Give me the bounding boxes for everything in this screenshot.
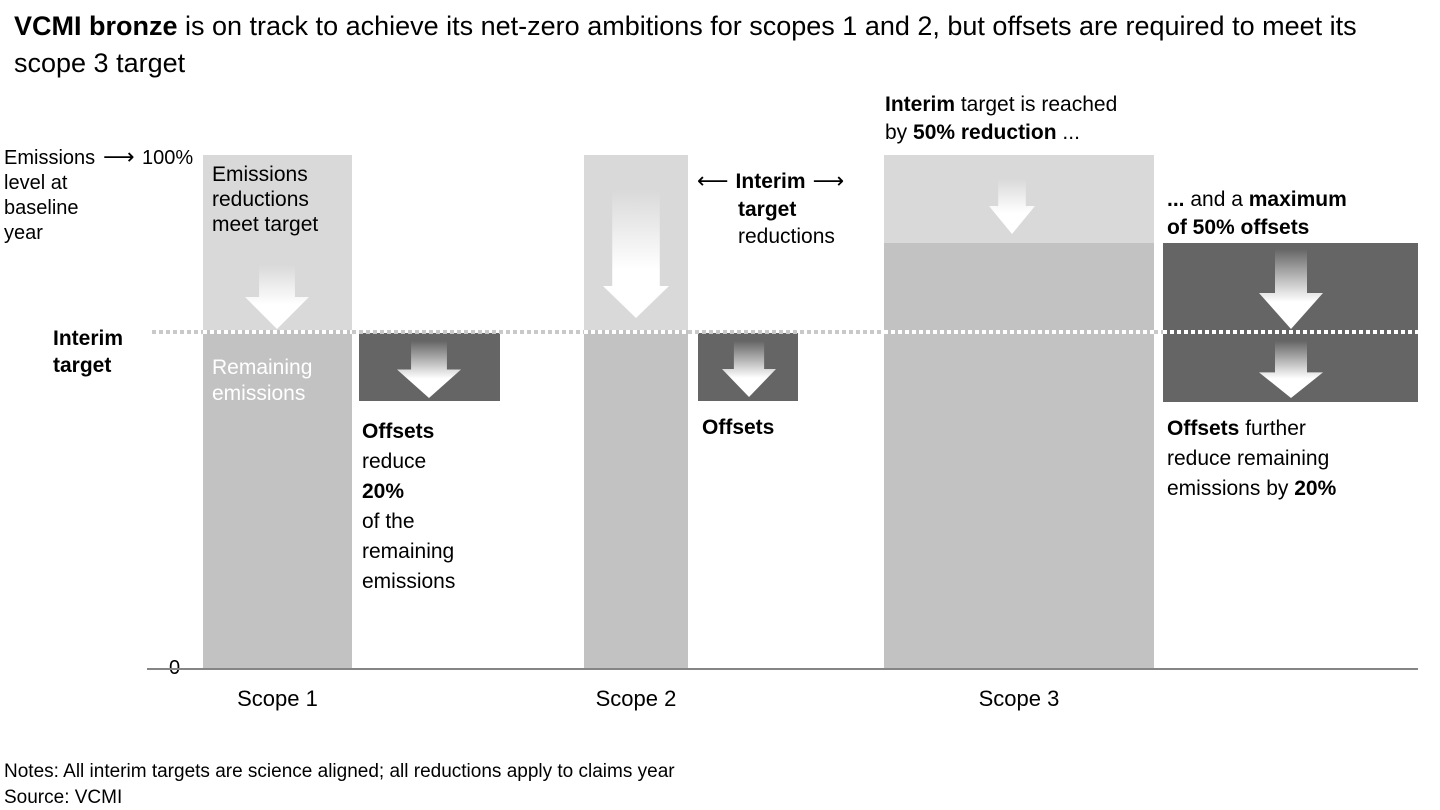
scope3-bottom-line3: emissions by 20%	[1167, 474, 1336, 504]
interim-dotted-line	[584, 330, 688, 334]
right-arrow-icon: ⟶	[812, 168, 845, 193]
y-axis-label-line: year	[4, 222, 43, 244]
scope1-offsets-line: 20%	[362, 480, 405, 503]
x-axis-label-scope2: Scope 2	[595, 686, 677, 711]
emissions-by-text: emissions by	[1167, 477, 1295, 500]
ellipsis-bold: ...	[1167, 188, 1185, 211]
scope3-top-annotation-line1: Interim target is reached	[885, 91, 1117, 119]
left-arrow-icon: ⟵	[697, 168, 729, 193]
y-axis-label-line: Emissions	[4, 147, 96, 169]
scope1-bar-remaining-segment	[203, 330, 352, 668]
scope1-offsets-line: Offsets	[362, 420, 435, 443]
x-axis-label-scope1: Scope 1	[237, 686, 318, 711]
x-axis-line	[147, 668, 1418, 670]
scope2-offsets-caption: Offsets	[702, 416, 775, 439]
scope1-bar-caption-line: reductions	[212, 188, 309, 211]
scope3-offsets-annotation-line2: of 50% offsets	[1167, 216, 1310, 239]
right-arrow-icon: ⟶	[103, 144, 135, 169]
interim-target-line: Interim	[53, 327, 124, 350]
scope3-offsets-annotation: ... and a maximum of 50% offsets	[1167, 186, 1347, 242]
scope3-top-rest: target is reached	[955, 93, 1118, 116]
scope3-bottom-line2: reduce remaining	[1167, 447, 1330, 470]
scope2-bar-remaining-segment	[584, 330, 688, 668]
scope3-ellipsis: ...	[1056, 121, 1080, 144]
scope3-bottom-annotation: Offsets further reduce remaining emissio…	[1167, 414, 1336, 504]
interim-dotted-line	[352, 330, 584, 334]
scope1-offsets-line: reduce	[362, 450, 427, 473]
scope2-interim-annotation-line2: target	[738, 198, 797, 221]
scope3-top-annotation: Interim target is reached by 50% reducti…	[885, 91, 1117, 147]
20pct-value: 20%	[1294, 477, 1337, 500]
scope1-offsets-line: remaining	[362, 540, 455, 563]
maximum-word: maximum	[1248, 188, 1347, 211]
interim-target-line: target	[53, 354, 112, 377]
interim-dotted-line	[1154, 330, 1163, 334]
scope1-offsets-caption: Offsets reduce 20% of the remaining emis…	[362, 417, 455, 597]
source-line: Source: VCMI	[4, 787, 123, 808]
x-axis-label-scope3: Scope 3	[978, 686, 1060, 711]
scope1-bar-caption-line: meet target	[212, 213, 319, 236]
scope1-remaining-line: emissions	[212, 382, 306, 405]
scope1-bar-caption-line: Emissions	[212, 163, 308, 186]
down-arrow-icon	[603, 190, 669, 318]
scope1-bar-caption: Emissions reductions meet target	[212, 162, 318, 237]
interim-dotted-line	[152, 330, 203, 334]
interim-target-label: Interim target	[53, 325, 123, 379]
footnotes: Notes: All interim targets are science a…	[4, 759, 675, 810]
and-a-text: and a	[1184, 188, 1249, 211]
y-axis-label-line: level at	[4, 172, 68, 194]
y-axis-100-label: 100%	[142, 147, 194, 169]
scope3-by-word: by	[885, 121, 914, 144]
title-rest: is on track to achieve its net-zero ambi…	[14, 11, 1357, 78]
notes-line: Notes: All interim targets are science a…	[4, 761, 675, 782]
interim-dotted-line	[1163, 330, 1418, 334]
page-title: VCMI bronze is on track to achieve its n…	[14, 8, 1364, 82]
further-word: further	[1239, 417, 1306, 440]
scope3-offsets-annotation-line1: ... and a maximum	[1167, 186, 1347, 214]
scope3-top-annotation-line2: by 50% reduction ...	[885, 119, 1117, 147]
interim-dotted-line	[203, 330, 352, 334]
scope1-offsets-line: of the	[362, 510, 415, 533]
scope3-interim-word: Interim	[885, 93, 956, 116]
scope2-interim-annotation-line1: ⟵ Interim ⟶	[697, 169, 844, 194]
title-bold: VCMI bronze	[14, 11, 178, 41]
scope2-interim-word: Interim	[735, 170, 806, 193]
scope1-offsets-line: emissions	[362, 570, 456, 593]
interim-dotted-line	[884, 330, 1154, 334]
y-axis-baseline-label: Emissions level at baseline year	[4, 146, 95, 246]
scope2-interim-annotation-line3: reductions	[738, 225, 835, 248]
y-axis-label-line: baseline	[4, 197, 79, 219]
offsets-word: Offsets	[1167, 417, 1240, 440]
scope3-50pct-reduction: 50% reduction	[913, 121, 1057, 144]
scope1-remaining-caption: Remaining emissions	[212, 355, 312, 407]
interim-dotted-line	[688, 330, 884, 334]
scope1-remaining-line: Remaining	[212, 356, 313, 379]
scope3-bottom-line1: Offsets further	[1167, 414, 1336, 444]
scope3-bar-remaining-segment	[884, 243, 1154, 668]
